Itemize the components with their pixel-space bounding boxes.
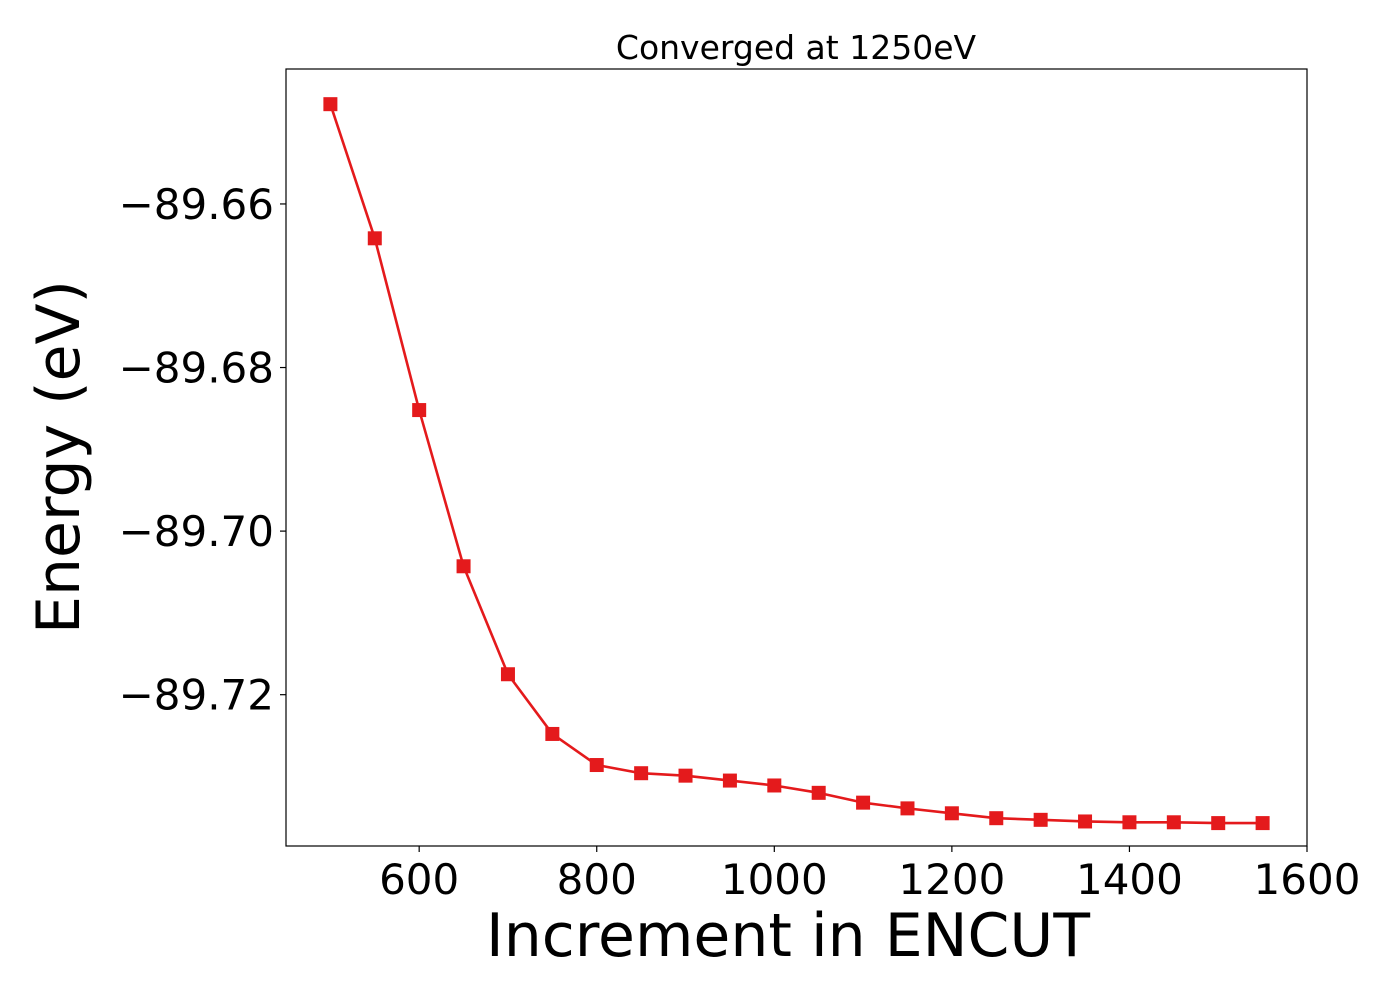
data-point-marker (678, 768, 693, 783)
data-point-marker (900, 801, 915, 816)
data-point-marker (1211, 816, 1226, 831)
data-point-marker (1122, 815, 1137, 830)
data-point-marker (1166, 815, 1181, 830)
data-point-marker (412, 403, 427, 418)
data-point-marker (944, 806, 959, 821)
data-point-marker (1078, 814, 1093, 829)
x-tick-label: 1000 (721, 855, 828, 904)
data-point-marker (634, 766, 649, 781)
y-tick-label: −89.66 (119, 180, 274, 229)
x-tick-label: 1200 (898, 855, 1005, 904)
y-tick-label: −89.68 (119, 344, 274, 393)
data-point-marker (856, 795, 871, 810)
x-tick-label: 1600 (1254, 855, 1361, 904)
x-tick-label: 800 (557, 855, 637, 904)
series-layer (323, 97, 1270, 831)
y-tick-label: −89.70 (119, 507, 274, 556)
y-axis-ticks: −89.66 −89.68 −89.70 −89.72 (119, 180, 286, 720)
x-axis-label: Increment in ENCUT (486, 901, 1090, 971)
data-point-marker (989, 811, 1004, 826)
y-axis-label: Energy (eV) (24, 280, 94, 634)
x-tick-label: 600 (379, 855, 459, 904)
data-point-marker (367, 231, 382, 246)
data-point-marker (811, 785, 826, 800)
data-point-marker (456, 559, 471, 574)
data-point-marker (767, 778, 782, 793)
data-point-marker (589, 758, 604, 773)
x-tick-label: 1400 (1076, 855, 1183, 904)
data-point-marker (545, 726, 560, 741)
data-point-marker (323, 97, 338, 112)
y-tick-label: −89.72 (119, 671, 274, 720)
data-point-marker (1255, 816, 1270, 831)
data-point-marker (1033, 812, 1048, 827)
data-point-marker (722, 773, 737, 788)
x-axis-ticks: 600 800 1000 1200 1400 1600 (379, 846, 1360, 904)
chart-title: Converged at 1250eV (616, 28, 977, 67)
data-point-marker (500, 667, 515, 682)
series-line (329, 103, 1263, 825)
plot-frame (285, 68, 1308, 847)
